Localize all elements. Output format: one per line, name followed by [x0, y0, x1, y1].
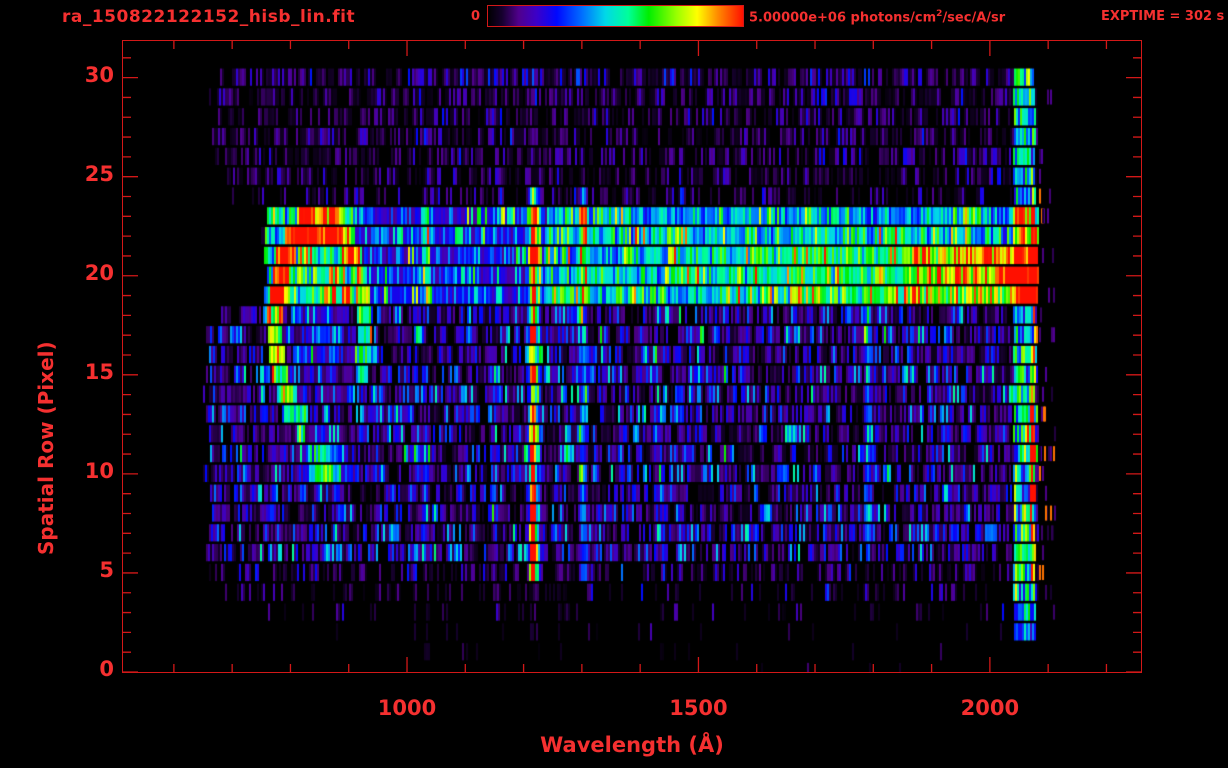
y-tick-label: 10: [84, 458, 114, 483]
x-tick-label: 2000: [960, 696, 1020, 720]
x-tick-label: 1500: [669, 696, 728, 720]
plot-title: ra_150822122152_hisb_lin.fit: [62, 7, 356, 27]
y-tick-label: 30: [84, 62, 114, 87]
y-tick-label: 15: [84, 359, 114, 384]
spectrogram-heatmap: [122, 40, 1142, 673]
x-axis-label: Wavelength (Å): [540, 733, 724, 757]
colorbar-min-label: 0: [470, 9, 480, 24]
exptime-label: EXPTIME = 302 s: [1101, 9, 1225, 24]
colorbar-units-suffix: /sec/A/sr: [942, 10, 1006, 26]
y-axis-label: Spatial Row (Pixel): [34, 341, 58, 555]
y-tick-label: 20: [84, 260, 114, 285]
y-tick-label: 5: [99, 557, 114, 582]
colorbar-gradient: [487, 5, 744, 27]
y-tick-label: 0: [99, 657, 114, 681]
colorbar-max-label: 5.00000e+06 photons/cm2/sec/A/sr: [749, 9, 1005, 25]
colorbar-max-value: 5.00000e+06: [749, 10, 847, 26]
colorbar-units-superscript: 2: [936, 9, 943, 19]
colorbar-units-prefix: photons/cm: [846, 10, 937, 26]
y-tick-label: 25: [84, 161, 114, 186]
x-tick-label: 1000: [377, 696, 437, 720]
